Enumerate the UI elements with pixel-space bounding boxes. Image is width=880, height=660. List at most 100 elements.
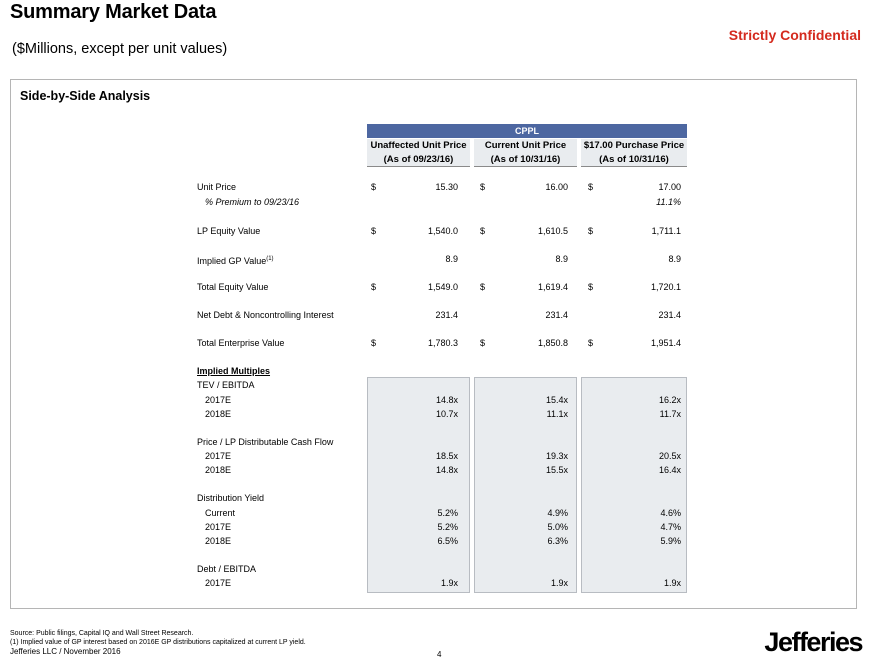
table-row: LP Equity Value $ 1,540.0 $ 1,610.5 $ 1,… xyxy=(0,225,880,237)
row-label: 2018E xyxy=(205,465,232,475)
currency-symbol: $ xyxy=(371,282,377,292)
currency-symbol: $ xyxy=(480,282,486,292)
table-row: 2017E 5.2% 5.0% 4.7% xyxy=(0,521,880,533)
value-cell: 1,540.0 xyxy=(427,226,458,236)
currency-symbol: $ xyxy=(588,338,594,348)
value-cell: 15.5x xyxy=(545,465,568,475)
footer-note: (1) Implied value of GP interest based o… xyxy=(10,639,306,646)
row-label: 2017E xyxy=(205,451,232,461)
group-label: Price / LP Distributable Cash Flow xyxy=(197,437,334,447)
value-cell: 11.1% xyxy=(656,197,681,207)
currency-symbol: $ xyxy=(480,182,486,192)
table-row: 2017E 14.8x 15.4x 16.2x xyxy=(0,394,880,406)
value-cell: 8.9 xyxy=(445,254,458,264)
value-cell: 14.8x xyxy=(435,465,458,475)
row-label-text: Implied GP Value xyxy=(197,256,267,266)
row-label: Total Equity Value xyxy=(197,282,269,292)
table-row: % Premium to 09/23/16 11.1% xyxy=(0,196,880,208)
row-label: Current xyxy=(205,508,236,518)
column-header-line2: (As of 10/31/16) xyxy=(490,154,561,165)
value-cell: 231.4 xyxy=(658,310,681,320)
value-cell: 1.9x xyxy=(440,578,458,588)
value-cell: 16.2x xyxy=(658,395,681,405)
value-cell: 1,850.8 xyxy=(537,338,568,348)
row-label: Unit Price xyxy=(197,182,237,192)
page-subtitle: ($Millions, except per unit values) xyxy=(12,41,228,57)
value-cell: 1,780.3 xyxy=(427,338,458,348)
row-label: 2018E xyxy=(205,409,232,419)
page-number: 4 xyxy=(437,650,442,659)
row-label: 2017E xyxy=(205,578,232,588)
value-cell: 1,549.0 xyxy=(427,282,458,292)
table-row: 2018E 14.8x 15.5x 16.4x xyxy=(0,464,880,476)
value-cell: 19.3x xyxy=(545,451,568,461)
value-cell: 5.2% xyxy=(437,508,458,518)
currency-symbol: $ xyxy=(480,226,486,236)
column-header-line1: Current Unit Price xyxy=(484,140,567,151)
currency-symbol: $ xyxy=(588,226,594,236)
column-header-purchase: $17.00 Purchase Price (As of 10/31/16) xyxy=(581,139,687,167)
table-row: 2018E 10.7x 11.1x 11.7x xyxy=(0,408,880,420)
column-header-line1: $17.00 Purchase Price xyxy=(583,140,685,151)
row-label: Implied GP Value(1) xyxy=(197,253,274,267)
value-cell: 17.00 xyxy=(658,182,681,192)
footer-source: Source: Public filings, Capital IQ and W… xyxy=(10,630,194,637)
value-cell: 5.2% xyxy=(437,522,458,532)
row-label: 2017E xyxy=(205,522,232,532)
row-label: 2017E xyxy=(205,395,232,405)
value-cell: 1,951.4 xyxy=(650,338,681,348)
value-cell: 1,711.1 xyxy=(651,226,681,236)
value-cell: 8.9 xyxy=(555,254,568,264)
table-row: Unit Price $ 15.30 $ 16.00 $ 17.00 xyxy=(0,181,880,193)
table-row: 2017E 1.9x 1.9x 1.9x xyxy=(0,577,880,589)
value-cell: 6.3% xyxy=(547,536,568,546)
multiples-shade-col3 xyxy=(581,377,687,593)
section-header-row: Implied Multiples xyxy=(0,365,880,377)
row-label: Total Enterprise Value xyxy=(197,338,285,348)
panel-title: Side-by-Side Analysis xyxy=(20,89,151,103)
value-cell: 10.7x xyxy=(435,409,458,419)
currency-symbol: $ xyxy=(371,226,377,236)
value-cell: 15.30 xyxy=(435,182,458,192)
group-label: Distribution Yield xyxy=(197,493,265,503)
value-cell: 6.5% xyxy=(437,536,458,546)
currency-symbol: $ xyxy=(588,182,594,192)
value-cell: 16.00 xyxy=(545,182,568,192)
value-cell: 20.5x xyxy=(658,451,681,461)
page-title: Summary Market Data xyxy=(10,1,217,23)
group-label: TEV / EBITDA xyxy=(197,380,255,390)
table-row: Total Enterprise Value $ 1,780.3 $ 1,850… xyxy=(0,337,880,349)
value-cell: 1.9x xyxy=(663,578,681,588)
value-cell: 5.9% xyxy=(660,536,681,546)
group-header-cppl: CPPL xyxy=(367,124,687,138)
table-row: Net Debt & Noncontrolling Interest 231.4… xyxy=(0,309,880,321)
value-cell: 4.6% xyxy=(660,508,681,518)
row-label: 2018E xyxy=(205,536,232,546)
value-cell: 11.1x xyxy=(546,409,568,419)
multiples-shade-col1 xyxy=(367,377,470,593)
column-header-line2: (As of 09/23/16) xyxy=(383,154,454,165)
footer-company: Jefferies LLC / November 2016 xyxy=(10,647,121,656)
column-header-unaffected: Unaffected Unit Price (As of 09/23/16) xyxy=(367,139,470,167)
confidential-label: Strictly Confidential xyxy=(728,27,861,43)
group-label: Debt / EBITDA xyxy=(197,564,257,574)
value-cell: 18.5x xyxy=(435,451,458,461)
row-label: LP Equity Value xyxy=(197,226,261,236)
table-row: Implied GP Value(1) 8.9 8.9 8.9 xyxy=(0,253,880,267)
value-cell: 4.9% xyxy=(547,508,568,518)
currency-symbol: $ xyxy=(480,338,486,348)
value-cell: 14.8x xyxy=(435,395,458,405)
jefferies-logo: Jefferies xyxy=(764,627,863,657)
group-label-row: TEV / EBITDA xyxy=(0,379,880,391)
value-cell: 1.9x xyxy=(550,578,568,588)
value-cell: 1,720.1 xyxy=(650,282,681,292)
value-cell: 11.7x xyxy=(659,409,681,419)
currency-symbol: $ xyxy=(371,338,377,348)
multiples-shade-col2 xyxy=(474,377,577,593)
currency-symbol: $ xyxy=(371,182,377,192)
implied-multiples-title: Implied Multiples xyxy=(197,366,271,376)
value-cell: 231.4 xyxy=(545,310,568,320)
column-header-line1: Unaffected Unit Price xyxy=(370,140,467,151)
group-label-row: Distribution Yield xyxy=(0,492,880,504)
value-cell: 4.7% xyxy=(660,522,681,532)
